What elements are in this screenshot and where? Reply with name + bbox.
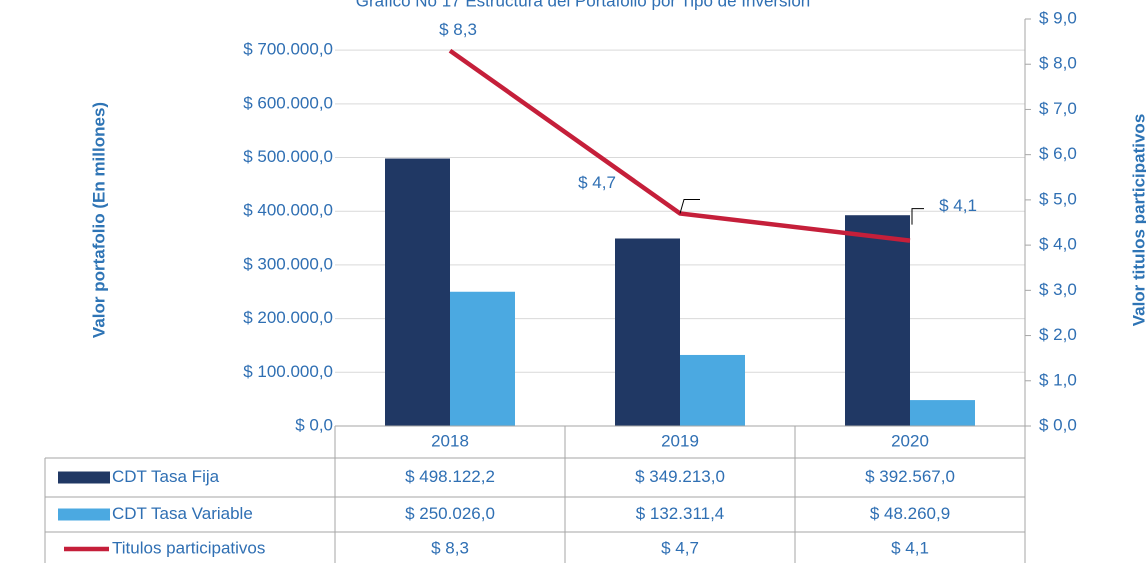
y2-tick-label: $ 6,0: [1039, 144, 1077, 163]
leader-line: [911, 208, 924, 225]
chart-title: Gráfico No 17 Estructura del Portafolio …: [356, 0, 811, 10]
table-cell: $ 4,7: [661, 538, 699, 557]
legend-label: CDT Tasa Variable: [112, 504, 253, 523]
y-tick-label: $ 600.000,0: [243, 93, 333, 112]
table-cell: $ 498.122,2: [405, 467, 495, 486]
legend-key: [58, 508, 110, 521]
y-tick-label: $ 100.000,0: [243, 362, 333, 381]
y2-tick-label: $ 5,0: [1039, 189, 1077, 208]
x-tick-label: 2019: [661, 431, 699, 450]
bar: [385, 158, 450, 426]
y2-tick-label: $ 7,0: [1039, 99, 1077, 118]
y-tick-label: $ 700.000,0: [243, 40, 333, 59]
data-label: $ 8,3: [439, 20, 477, 39]
y-tick-label: $ 500.000,0: [243, 147, 333, 166]
y-tick-label: $ 200.000,0: [243, 308, 333, 327]
y2-tick-label: $ 8,0: [1039, 54, 1077, 73]
legend-label: Titulos participativos: [112, 538, 265, 557]
y2-axis-title: Valor titulos participativos: [1129, 114, 1146, 327]
x-tick-label: 2018: [431, 431, 469, 450]
data-label: $ 4,1: [939, 196, 977, 215]
y2-tick-label: $ 2,0: [1039, 325, 1077, 344]
bar: [845, 215, 910, 426]
y-tick-label: $ 300.000,0: [243, 254, 333, 273]
y2-tick-label: $ 1,0: [1039, 370, 1077, 389]
y2-tick-label: $ 3,0: [1039, 280, 1077, 299]
y-tick-label: $ 0,0: [295, 415, 333, 434]
leader-line: [679, 198, 700, 214]
bar: [615, 238, 680, 426]
table-cell: $ 250.026,0: [405, 504, 495, 523]
table-cell: $ 392.567,0: [865, 467, 955, 486]
y2-tick-label: $ 9,0: [1039, 8, 1077, 27]
y2-tick-label: $ 0,0: [1039, 415, 1077, 434]
bar: [910, 400, 975, 426]
data-label: $ 4,7: [578, 173, 616, 192]
table-cell: $ 48.260,9: [870, 504, 950, 523]
y-axis-title: Valor portafolio (En millones): [89, 102, 108, 338]
y2-tick-label: $ 4,0: [1039, 235, 1077, 254]
table-cell: $ 8,3: [431, 538, 469, 557]
line-series: [448, 48, 911, 243]
x-tick-label: 2020: [891, 431, 929, 450]
table-cell: $ 4,1: [891, 538, 929, 557]
bar: [680, 354, 745, 426]
bar: [450, 291, 515, 426]
table-cell: $ 132.311,4: [636, 504, 725, 523]
table-cell: $ 349.213,0: [635, 467, 725, 486]
y-tick-label: $ 400.000,0: [243, 201, 333, 220]
legend-label: CDT Tasa Fija: [112, 467, 220, 486]
legend-key: [58, 471, 110, 484]
